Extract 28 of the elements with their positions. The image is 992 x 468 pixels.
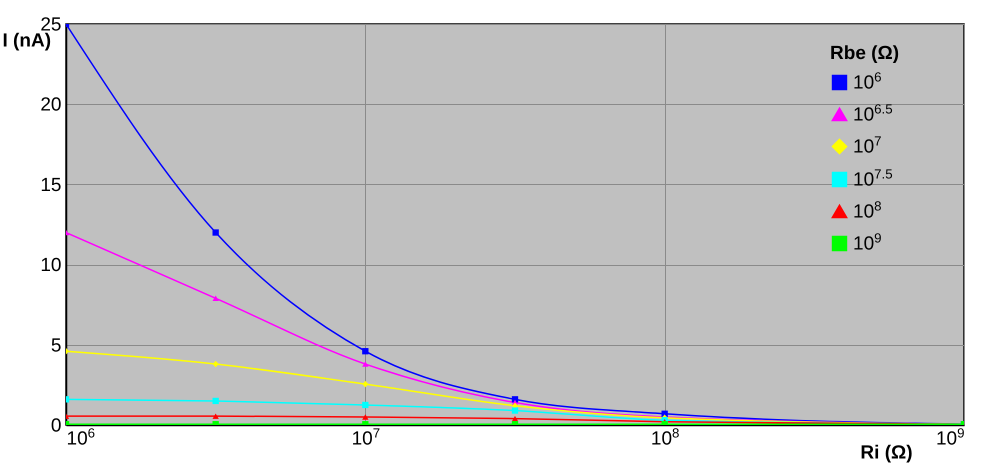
x-tick-label: 10$^{8}$ bbox=[650, 425, 680, 450]
legend-title: Rbe (Ω) bbox=[830, 43, 900, 64]
y-tick-label: 5 bbox=[50, 335, 62, 356]
y-tick-label: 15 bbox=[40, 174, 62, 196]
point bbox=[212, 413, 219, 419]
x-tick-label: 10$^{7}$ bbox=[352, 425, 380, 450]
y-tick-label: 10 bbox=[40, 255, 62, 276]
point bbox=[362, 361, 368, 367]
point bbox=[212, 360, 219, 368]
point bbox=[212, 296, 219, 302]
legend-label: 10$^{6}$ bbox=[853, 69, 882, 94]
y-tick-label: 0 bbox=[50, 416, 62, 436]
legend-label: 10$^{9}$ bbox=[853, 230, 882, 254]
legend-label: 10$^{7}$ bbox=[853, 133, 882, 158]
point bbox=[362, 414, 368, 420]
x-tick-label: 10$^{6}$ bbox=[66, 425, 96, 450]
x-tick-label: 10$^{9}$ bbox=[936, 425, 964, 450]
legend-label: 10$^{7.5}$ bbox=[853, 166, 893, 190]
point bbox=[362, 348, 368, 354]
legend-label: 10$^{6.5}$ bbox=[853, 101, 893, 126]
point bbox=[212, 229, 219, 236]
y-tick-label: 20 bbox=[40, 94, 62, 116]
point bbox=[512, 407, 518, 414]
point bbox=[212, 398, 219, 404]
x-axis-title: Ri (Ω) bbox=[860, 442, 913, 464]
point bbox=[362, 380, 368, 388]
legend-label: 10$^{8}$ bbox=[853, 198, 882, 222]
point bbox=[362, 402, 368, 408]
